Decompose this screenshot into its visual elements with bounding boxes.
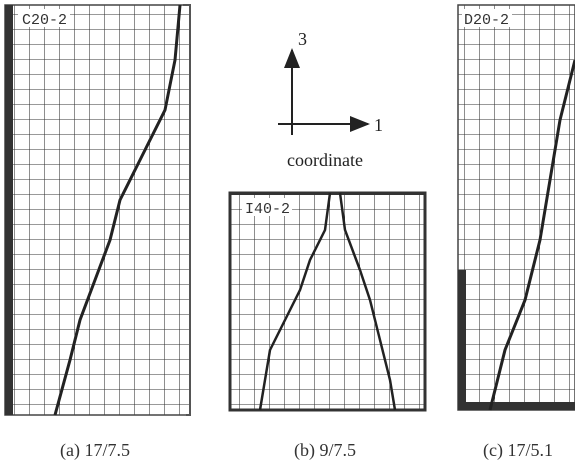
caption: (b) 9/7.5: [294, 440, 356, 461]
specimen-b: I40-2: [228, 191, 427, 412]
specimen-label: I40-2: [245, 201, 290, 218]
caption: (a) 17/7.5: [60, 440, 130, 461]
specimen-c: D20-2: [457, 4, 575, 411]
specimen-label: C20-2: [22, 12, 67, 29]
specimen-a: C20-2: [4, 4, 191, 416]
coordinate-system: 3 1 coordinate: [278, 29, 383, 170]
coordinate-label: coordinate: [287, 150, 363, 170]
caption: (c) 17/5.1: [483, 440, 553, 461]
specimen-label: D20-2: [464, 12, 509, 29]
axis-label: 1: [374, 115, 383, 135]
axis-label: 3: [298, 29, 307, 49]
